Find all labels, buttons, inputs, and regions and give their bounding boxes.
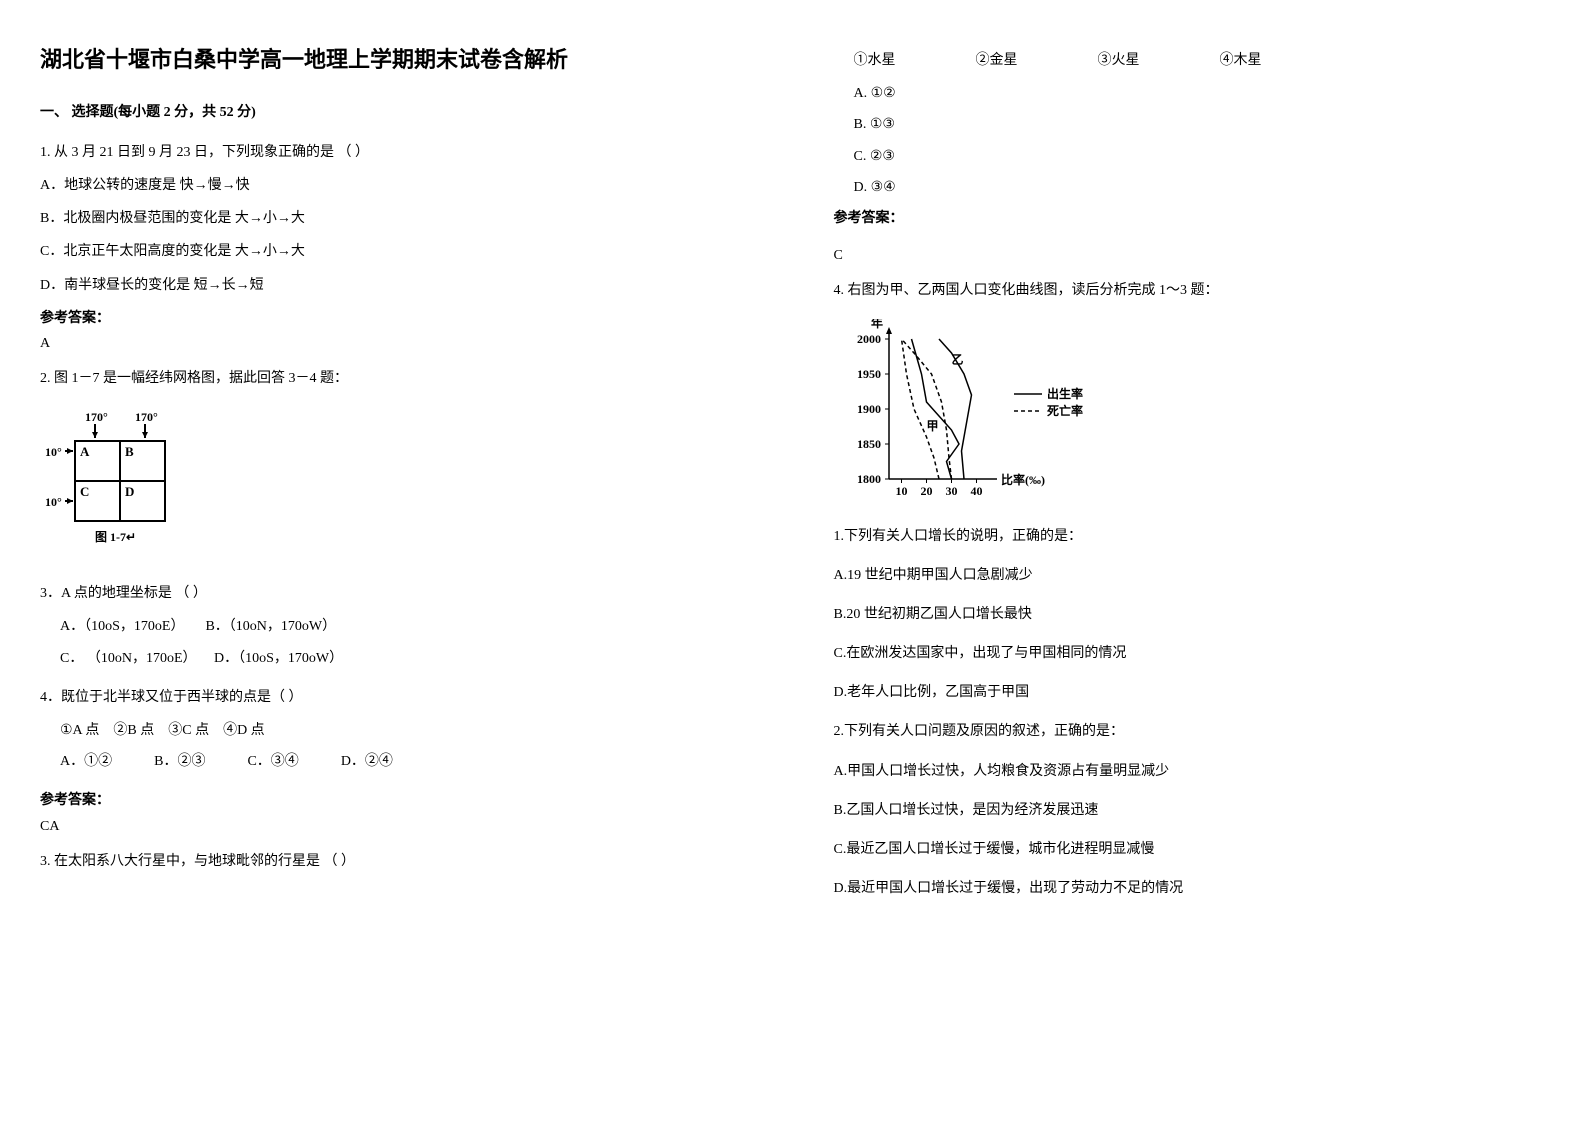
q2-q3-opts-line1: A．（10oS，170oE） B．（10oN，170oW） [60,614,754,639]
q2-q4-items: ①A 点 ②B 点 ③C 点 ④D 点 [60,718,754,743]
q2-q3-opt-a: A．（10oS，170oE） [60,619,184,634]
q4-sub1-opt-d: D.老年人口比例，乙国高于甲国 [834,680,1548,705]
q3-opt-b: B. ①③ [854,112,1548,137]
fig17-cell-c: C [80,484,89,499]
q4-sub2-opt-c: C.最近乙国人口增长过于缓慢，城市化进程明显减慢 [834,837,1548,862]
fig17-cell-d: D [125,484,134,499]
q2-q4-opt-d: D．②④ [341,754,393,769]
q1-opt-b: B．北极圈内极昼范围的变化是 大→小→大 [40,206,754,231]
q2-q3-opt-c: C． （10oN，170oE） [60,651,197,666]
q3-opt-d: D. ③④ [854,175,1548,200]
left-column: 湖北省十堰市白桑中学高一地理上学期期末试卷含解析 一、 选择题(每小题 2 分，… [40,40,754,915]
q2-q3-opts-line2: C． （10oN，170oE） D．（10oS，170oW） [60,646,754,671]
q3-items: ①水星 ②金星 ③火星 ④木星 [854,48,1548,73]
svg-text:年: 年 [871,319,883,330]
svg-text:1800: 1800 [857,472,881,486]
q3-item-1: ①水星 [854,48,896,73]
q1-opt-c: C．北京正午太阳高度的变化是 大→小→大 [40,239,754,264]
svg-text:30: 30 [945,484,957,498]
q2-q4-opts: A．①② B．②③ C．③④ D．②④ [60,749,754,774]
q3-item-3: ③火星 [1098,48,1140,73]
fig17-arrowhead-2 [142,432,148,438]
fig17-cell-a: A [80,444,90,459]
q3-answer-label: 参考答案： [834,206,1548,231]
q3-opt-a: A. ①② [854,81,1548,106]
fig17-left-label-1: 10° [45,445,62,459]
q1-answer-label: 参考答案： [40,306,754,331]
q2-q4-opt-a: A．①② [60,754,112,769]
fig17-caption: 图 1-7↵ [95,530,136,544]
q4-sub2-stem: 2.下列有关人口问题及原因的叙述，正确的是： [834,719,1548,744]
svg-text:乙: 乙 [951,352,963,366]
q1-opt-a: A．地球公转的速度是 快→慢→快 [40,173,754,198]
fig17-arrowhead-4 [67,498,73,504]
svg-text:2000: 2000 [857,332,881,346]
q3-stem: 3. 在太阳系八大行星中，与地球毗邻的行星是 （ ） [40,849,754,874]
q2-answer-label: 参考答案： [40,788,754,813]
fig17-top-label-1: 170° [85,410,108,424]
q2-q3-opt-b: B．（10oN，170oW） [205,619,336,634]
q2-q4-opt-c: C．③④ [247,754,298,769]
svg-text:死亡率: 死亡率 [1047,403,1083,418]
q4-sub1-opt-c: C.在欧洲发达国家中，出现了与甲国相同的情况 [834,641,1548,666]
q4-chart-svg: 1800 1850 1900 1950 2000 10 20 30 40 年比率(‰) 甲 乙出生率死… [834,319,1124,509]
svg-text:甲: 甲 [926,419,938,433]
q3-item-2: ②金星 [976,48,1018,73]
q4-sub1-opt-b: B.20 世纪初期乙国人口增长最快 [834,602,1548,627]
fig17-cell-b: B [125,444,134,459]
q4-chart-container: 1800 1850 1900 1950 2000 10 20 30 40 年比率(‰) 甲 乙出生率死… [834,319,1548,509]
svg-text:1950: 1950 [857,367,881,381]
svg-text:10: 10 [895,484,907,498]
q3-opt-c: C. ②③ [854,144,1548,169]
q4-sub1-opt-a: A.19 世纪中期甲国人口急剧减少 [834,563,1548,588]
fig17-arrowhead-3 [67,448,73,454]
right-column: ①水星 ②金星 ③火星 ④木星 A. ①② B. ①③ C. ②③ D. ③④ … [834,40,1548,915]
q4-sub2-opt-a: A.甲国人口增长过快，人均粮食及资源占有量明显减少 [834,759,1548,784]
section-header: 一、 选择题(每小题 2 分，共 52 分) [40,100,754,125]
fig17-top-label-2: 170° [135,410,158,424]
q4-sub2-opt-d: D.最近甲国人口增长过于缓慢，出现了劳动力不足的情况 [834,876,1548,901]
fig17-arrowhead-1 [92,432,98,438]
q2-answer: CA [40,814,754,839]
fig17-left-label-2: 10° [45,495,62,509]
svg-text:1900: 1900 [857,402,881,416]
fig-1-7-svg: 170° 170° 10° 10° A B C D 图 1-7↵ [40,406,200,566]
q1-opt-d: D．南半球昼长的变化是 短→长→短 [40,273,754,298]
q2-q3-stem: 3．A 点的地理坐标是 （ ） [40,581,754,606]
svg-text:出生率: 出生率 [1047,386,1083,401]
page-container: 湖北省十堰市白桑中学高一地理上学期期末试卷含解析 一、 选择题(每小题 2 分，… [40,40,1547,915]
q3-answer: C [834,243,1548,268]
q1-stem: 1. 从 3 月 21 日到 9 月 23 日，下列现象正确的是 （ ） [40,140,754,165]
svg-text:40: 40 [970,484,982,498]
q2-stem: 2. 图 1－7 是一幅经纬网格图，据此回答 3－4 题： [40,366,754,391]
document-title: 湖北省十堰市白桑中学高一地理上学期期末试卷含解析 [40,40,754,80]
svg-text:1850: 1850 [857,437,881,451]
q4-stem: 4. 右图为甲、乙两国人口变化曲线图，读后分析完成 1～3 题： [834,278,1548,303]
fig-1-7-container: 170° 170° 10° 10° A B C D 图 1-7↵ [40,406,754,566]
q4-sub1-stem: 1.下列有关人口增长的说明，正确的是： [834,524,1548,549]
svg-text:比率(‰): 比率(‰) [1001,472,1045,487]
q1-answer: A [40,331,754,356]
q4-sub2-opt-b: B.乙国人口增长过快，是因为经济发展迅速 [834,798,1548,823]
svg-text:20: 20 [920,484,932,498]
q3-item-4: ④木星 [1220,48,1262,73]
q2-q4-opt-b: B．②③ [154,754,205,769]
q2-q3-opt-d: D．（10oS，170oW） [214,651,343,666]
q2-q4-stem: 4．既位于北半球又位于西半球的点是（ ） [40,685,754,710]
